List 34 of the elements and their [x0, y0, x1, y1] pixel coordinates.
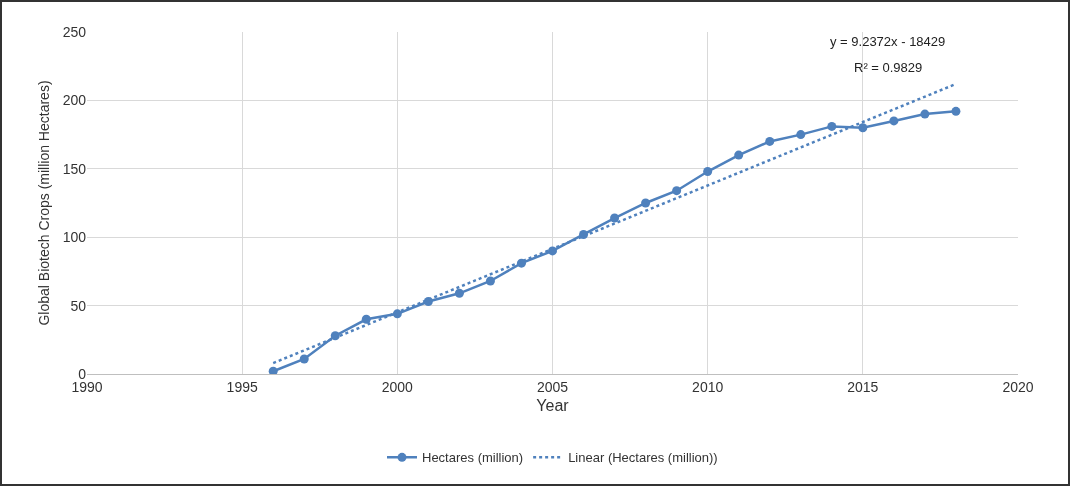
legend-label: Linear (Hectares (million)) — [568, 450, 718, 466]
point — [858, 123, 868, 133]
point — [299, 354, 309, 364]
point — [361, 314, 371, 324]
point — [796, 130, 806, 140]
legend-label: Hectares (million) — [422, 450, 524, 466]
point — [610, 213, 620, 223]
point — [765, 136, 775, 146]
y-tick-label: 50 — [70, 297, 87, 314]
y-tick-label: 100 — [62, 229, 87, 246]
point — [268, 366, 278, 374]
x-tick-label: 1995 — [226, 378, 258, 395]
point — [734, 150, 744, 160]
y-axis-title: Global Biotech Crops (million Hectares) — [36, 80, 52, 326]
x-tick-label: 2020 — [1002, 378, 1034, 395]
annotation: y = 9.2372x - 18429 — [830, 34, 946, 49]
annotation: R² = 0.9829 — [854, 60, 923, 75]
point — [889, 116, 899, 126]
x-tick-label: 2015 — [847, 378, 879, 395]
point — [485, 276, 495, 286]
x-tick-label: 2010 — [692, 378, 724, 395]
y-tick-label: 250 — [62, 23, 87, 40]
point — [703, 167, 713, 177]
point — [827, 121, 837, 131]
point — [641, 198, 651, 208]
point — [672, 186, 682, 196]
y-tick-label: 150 — [62, 160, 87, 177]
point — [454, 288, 464, 298]
x-tick-label: 2000 — [381, 378, 414, 395]
x-tick-label: 2005 — [536, 378, 569, 395]
y-tick-label: 200 — [62, 92, 87, 109]
point — [920, 109, 930, 119]
x-axis-title: Year — [536, 397, 570, 415]
point — [951, 106, 961, 116]
